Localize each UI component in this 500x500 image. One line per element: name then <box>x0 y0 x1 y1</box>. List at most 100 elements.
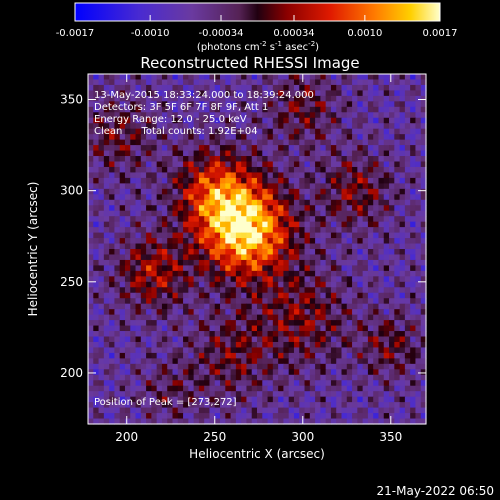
heatmap-cell <box>172 254 179 261</box>
heatmap-cell <box>151 221 158 228</box>
heatmap-cell <box>410 281 417 288</box>
heatmap-cell <box>404 281 411 288</box>
heatmap-cell <box>235 156 242 163</box>
heatmap-cell <box>383 358 390 365</box>
heatmap-cell <box>151 106 158 113</box>
heatmap-cell <box>198 407 205 414</box>
heatmap-cell <box>367 150 374 157</box>
heatmap-cell <box>383 385 390 392</box>
heatmap-cell <box>204 95 211 102</box>
heatmap-cell <box>204 254 211 261</box>
heatmap-cell <box>325 134 332 141</box>
heatmap-cell <box>357 194 364 201</box>
heatmap-cell <box>315 385 321 392</box>
heatmap-cell <box>177 90 184 97</box>
heatmap-cell <box>214 90 221 97</box>
heatmap-cell <box>103 352 110 359</box>
heatmap-cell <box>193 292 200 299</box>
heatmap-cell <box>98 183 105 190</box>
heatmap-cell <box>389 161 395 168</box>
heatmap-cell <box>267 79 274 86</box>
heatmap-cell <box>283 331 290 338</box>
heatmap-cell <box>246 216 253 223</box>
heatmap-cell <box>161 188 168 195</box>
heatmap-cell <box>315 199 321 206</box>
heatmap-cell <box>415 374 422 381</box>
heatmap-cell <box>288 238 295 245</box>
heatmap-cell <box>193 90 200 97</box>
heatmap-cell <box>383 161 390 168</box>
heatmap-cell <box>114 134 121 141</box>
heatmap-cell <box>383 336 390 343</box>
heatmap-cell <box>214 194 221 201</box>
heatmap-cell <box>124 292 131 299</box>
heatmap-cell <box>204 188 211 195</box>
heatmap-cell <box>389 238 395 245</box>
heatmap-cell <box>225 199 232 206</box>
heatmap-cell <box>262 156 269 163</box>
heatmap-cell <box>146 358 152 365</box>
heatmap-cell <box>309 396 316 403</box>
heatmap-cell <box>278 407 285 414</box>
heatmap-cell <box>410 194 417 201</box>
heatmap-cell <box>410 161 417 168</box>
heatmap-cell <box>251 380 258 387</box>
heatmap-cell <box>172 385 179 392</box>
heatmap-cell <box>341 309 348 316</box>
heatmap-cell <box>109 188 116 195</box>
heatmap-cell <box>394 183 401 190</box>
heatmap-cell <box>399 172 406 179</box>
heatmap-cell <box>241 177 248 184</box>
heatmap-cell <box>177 336 184 343</box>
heatmap-cell <box>420 413 427 420</box>
heatmap-cell <box>288 123 295 130</box>
heatmap-cell <box>272 128 279 135</box>
heatmap-cell <box>309 106 316 113</box>
heatmap-cell <box>225 139 232 146</box>
heatmap-cell <box>420 347 427 354</box>
heatmap-cell <box>357 259 364 267</box>
heatmap-cell <box>420 418 427 425</box>
heatmap-cell <box>336 385 343 392</box>
heatmap-cell <box>378 303 385 310</box>
heatmap-cell <box>183 276 189 283</box>
heatmap-cell <box>420 259 427 267</box>
heatmap-cell <box>109 249 116 256</box>
heatmap-cell <box>267 249 274 256</box>
heatmap-cell <box>161 74 168 81</box>
heatmap-cell <box>130 270 137 277</box>
heatmap-cell <box>88 210 94 217</box>
heatmap-cell <box>283 298 290 305</box>
heatmap-cell <box>241 314 248 321</box>
heatmap-cell <box>304 74 311 81</box>
heatmap-cell <box>415 95 422 102</box>
heatmap-cell <box>183 232 189 239</box>
heatmap-cell <box>156 336 163 343</box>
heatmap-cell <box>114 402 121 409</box>
colorbar-tick-label: 0.0017 <box>423 28 458 39</box>
heatmap-cell <box>352 232 358 239</box>
heatmap-cell <box>267 90 274 97</box>
heatmap-cell <box>235 221 242 228</box>
heatmap-cell <box>146 320 152 327</box>
heatmap-cell <box>246 347 253 354</box>
heatmap-cell <box>315 325 321 332</box>
heatmap-cell <box>88 216 94 223</box>
heatmap-cell <box>399 418 406 425</box>
heatmap-cell <box>262 298 269 305</box>
heatmap-cell <box>225 227 232 234</box>
heatmap-cell <box>103 298 110 305</box>
heatmap-cell <box>140 413 147 420</box>
heatmap-cell <box>330 106 337 113</box>
heatmap-cell <box>167 347 174 354</box>
heatmap-cell <box>183 336 189 343</box>
heatmap-cell <box>293 194 300 201</box>
heatmap-cell <box>209 139 216 146</box>
heatmap-cell <box>357 238 364 245</box>
heatmap-cell <box>399 249 406 256</box>
heatmap-cell <box>246 363 253 370</box>
heatmap-cell <box>257 205 263 212</box>
heatmap-cell <box>373 298 380 305</box>
heatmap-cell <box>88 407 94 414</box>
heatmap-cell <box>88 106 94 113</box>
